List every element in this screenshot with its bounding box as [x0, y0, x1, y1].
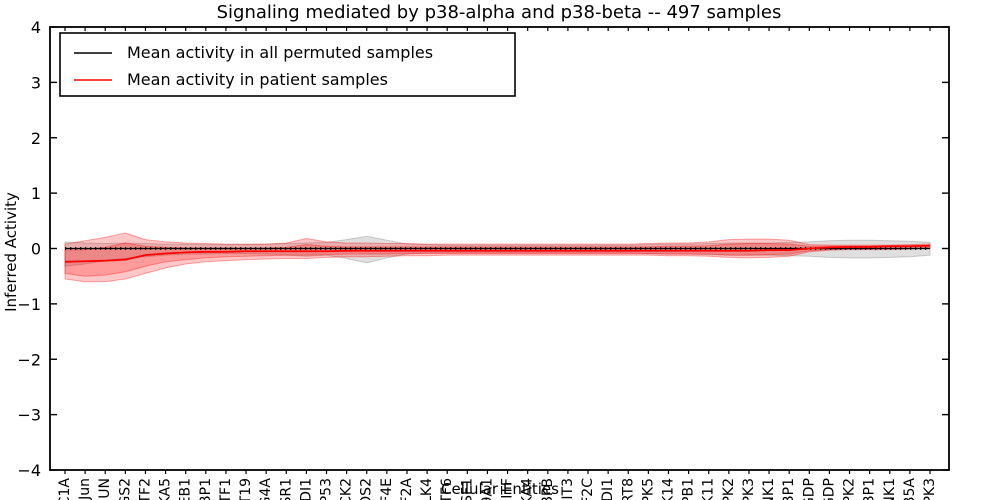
x-tick-label: TP53	[319, 478, 335, 500]
legend: Mean activity in all permuted samples Me…	[59, 32, 516, 97]
x-tick-label: MAPK14	[660, 478, 676, 500]
x-tick-label: RPS6KA5	[158, 478, 174, 500]
x-tick-label: CREB1	[178, 478, 194, 500]
y-tick-label: 4	[31, 18, 41, 37]
x-tick-label: mol:GDP	[801, 478, 817, 500]
legend-box	[59, 32, 516, 97]
x-tick-label: PTGS2	[117, 478, 133, 500]
y-tick-label: 3	[31, 73, 41, 92]
plot-frame	[49, 26, 950, 471]
x-tick-label: p38alpha-beta/HBP1	[781, 478, 797, 500]
x-axis-label: Cellular Entities	[441, 480, 559, 498]
x-tick-label: MEF2A	[399, 478, 415, 500]
x-tick-label: p38alpha-beta/MNK1	[761, 478, 777, 500]
legend-label-permuted: Mean activity in all permuted samples	[127, 43, 433, 62]
x-tick-label: RAB5/GDP/GDI1	[298, 478, 314, 500]
x-tick-label: CEBPB	[540, 478, 556, 500]
x-tick-label: USF1	[459, 478, 475, 500]
x-tick-label: MKNK1	[882, 478, 898, 500]
x-tick-label: HSPB1	[681, 478, 697, 500]
y-tick-label: 1	[31, 184, 41, 203]
x-tick-label: p38alpha-beta/CK2	[339, 478, 355, 500]
x-tick-label: PLA2G4A	[258, 478, 274, 500]
legend-label-patient: Mean activity in patient samples	[127, 70, 388, 89]
patient-mean-line	[64, 244, 931, 263]
x-tick-label: NOS2	[359, 478, 375, 500]
x-tick-label: EIF4EBP1	[198, 478, 214, 500]
y-tick-label: −1	[17, 295, 41, 314]
x-tick-label: EIF4E	[379, 478, 395, 500]
x-tick-label: ATF6	[439, 478, 455, 500]
x-tick-label: RPS6KA4	[520, 478, 536, 500]
x-tick-label: ATF1	[218, 478, 234, 500]
x-tick-label: SLC9A1	[479, 478, 495, 500]
x-tick-label: ATF2/c-Jun	[77, 478, 93, 500]
x-tick-label: MAPKAPK5	[640, 478, 656, 500]
y-tick-label: −3	[17, 406, 41, 425]
x-tick-label: p38alpha-beta/MAPKAPK3	[741, 478, 757, 500]
x-tick-label: ELK4	[419, 478, 435, 500]
chart-title: Signaling mediated by p38-alpha and p38-…	[217, 2, 782, 23]
x-tick-label: DDIT3	[560, 478, 576, 500]
band-layer	[64, 232, 931, 283]
y-tick-label: 0	[31, 240, 41, 259]
legend-entry-patient: Mean activity in patient samples	[74, 70, 388, 89]
x-tick-label: ESR1	[278, 478, 294, 500]
x-tick-label: KRT19	[238, 478, 254, 500]
y-tick-label: −4	[17, 461, 41, 480]
y-axis-label: Inferred Activity	[2, 192, 20, 312]
y-tick-label: 2	[31, 129, 41, 148]
x-tick-label: KRT8	[620, 478, 636, 500]
x-tick-label: ATF2	[137, 478, 153, 500]
line-layer	[64, 244, 931, 263]
x-tick-label: RAB5/GDP	[821, 478, 837, 500]
x-tick-label: MEF2C	[580, 478, 596, 500]
x-tick-label: HBP1	[862, 478, 878, 500]
x-tick-label: MAPKAPK2	[842, 478, 858, 500]
x-tick-label: MAPK11	[701, 478, 717, 500]
x-tick-label: JUN	[97, 478, 113, 500]
x-tick-label: RAB5A	[902, 478, 918, 500]
legend-entry-permuted: Mean activity in all permuted samples	[74, 43, 433, 62]
y-tick-label: −2	[17, 350, 41, 369]
x-tick-label: MITF	[500, 478, 516, 500]
x-tick-label: MAPKAPK3	[922, 478, 938, 500]
x-tick-label: GDI1	[600, 478, 616, 500]
x-tick-label: PPARGC1A	[57, 478, 73, 500]
x-tick-label: p38alpha-beta/MAPKAPK2	[721, 478, 737, 500]
